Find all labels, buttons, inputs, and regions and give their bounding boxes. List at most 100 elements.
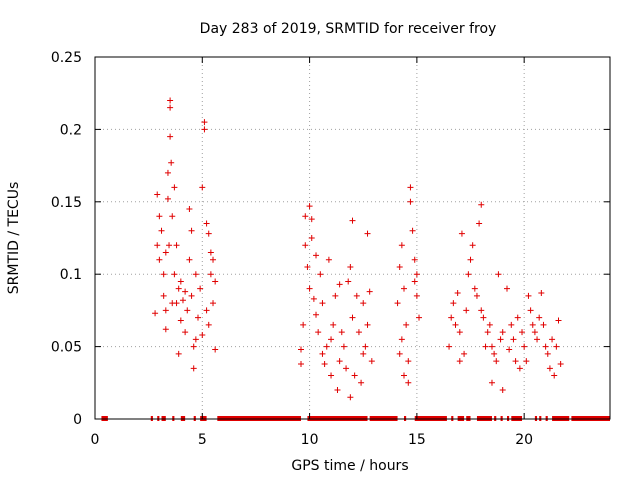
x-tick-label: 10 bbox=[301, 432, 319, 448]
x-axis-label: GPS time / hours bbox=[291, 458, 408, 474]
data-point bbox=[308, 235, 315, 241]
data-point bbox=[512, 358, 519, 365]
data-point bbox=[343, 365, 350, 372]
data-point bbox=[173, 300, 180, 307]
data-point bbox=[456, 358, 463, 365]
data-point bbox=[152, 310, 159, 317]
data-point bbox=[315, 329, 322, 336]
data-point bbox=[508, 321, 515, 328]
data-point bbox=[302, 213, 309, 220]
data-point bbox=[190, 365, 197, 372]
data-point bbox=[463, 307, 470, 314]
data-point bbox=[405, 379, 412, 386]
y-tick-label: 0.15 bbox=[51, 195, 82, 211]
data-point bbox=[409, 227, 416, 234]
data-point bbox=[398, 336, 405, 343]
data-point bbox=[482, 343, 489, 350]
data-point bbox=[465, 271, 472, 278]
data-point bbox=[358, 379, 365, 386]
data-point bbox=[162, 249, 169, 256]
data-point bbox=[199, 332, 206, 339]
data-point bbox=[188, 227, 195, 234]
data-point bbox=[167, 97, 174, 104]
data-point bbox=[201, 119, 208, 126]
y-axis-label: SRMTID / TECUs bbox=[6, 182, 22, 295]
data-point bbox=[195, 314, 201, 321]
data-point bbox=[544, 350, 551, 357]
data-point bbox=[473, 292, 480, 299]
data-point bbox=[542, 343, 549, 350]
data-point bbox=[488, 379, 495, 386]
data-point bbox=[156, 256, 163, 263]
data-point bbox=[321, 360, 328, 367]
data-point bbox=[471, 285, 478, 292]
data-point bbox=[553, 343, 560, 350]
data-point bbox=[336, 281, 343, 288]
data-point bbox=[403, 321, 410, 328]
data-point bbox=[175, 350, 182, 357]
data-point bbox=[212, 346, 219, 353]
data-point bbox=[534, 336, 541, 343]
data-point bbox=[302, 242, 309, 249]
data-point bbox=[154, 242, 161, 249]
data-point bbox=[169, 213, 176, 220]
data-point bbox=[168, 159, 175, 166]
data-point bbox=[171, 271, 178, 278]
data-point bbox=[450, 300, 457, 307]
data-point bbox=[184, 307, 191, 314]
data-point bbox=[540, 321, 547, 328]
data-point bbox=[207, 249, 214, 256]
data-point bbox=[551, 372, 558, 379]
data-point bbox=[197, 285, 204, 292]
data-point bbox=[484, 329, 491, 336]
data-point bbox=[164, 195, 171, 202]
x-tick-label: 15 bbox=[408, 432, 426, 448]
data-point bbox=[364, 230, 371, 237]
data-point bbox=[557, 360, 564, 367]
data-point bbox=[495, 271, 502, 278]
data-point bbox=[456, 329, 463, 336]
data-point bbox=[154, 191, 161, 198]
data-point bbox=[177, 278, 184, 285]
data-point bbox=[446, 343, 453, 350]
data-point bbox=[203, 307, 210, 314]
data-point bbox=[210, 256, 217, 263]
data-point bbox=[521, 343, 528, 350]
data-point bbox=[205, 321, 212, 328]
data-point bbox=[336, 358, 343, 365]
data-point bbox=[349, 314, 356, 321]
data-point bbox=[476, 220, 483, 227]
data-point bbox=[323, 343, 330, 350]
data-point bbox=[510, 336, 517, 343]
plot-frame bbox=[94, 56, 611, 420]
data-point bbox=[467, 256, 474, 263]
y-tick-label: 0.25 bbox=[51, 50, 82, 66]
data-point bbox=[362, 343, 369, 350]
data-point bbox=[353, 292, 360, 299]
data-point bbox=[538, 290, 545, 297]
data-point bbox=[364, 321, 371, 328]
data-point bbox=[504, 285, 510, 292]
x-tick-label: 5 bbox=[198, 432, 207, 448]
data-point bbox=[480, 314, 487, 321]
data-point bbox=[328, 372, 335, 379]
data-point bbox=[555, 317, 562, 324]
data-point bbox=[499, 329, 506, 336]
data-point bbox=[298, 346, 304, 353]
data-point bbox=[493, 358, 500, 365]
data-point bbox=[212, 278, 219, 285]
data-point bbox=[182, 288, 189, 295]
data-point bbox=[506, 346, 513, 353]
data-point bbox=[549, 336, 556, 343]
data-point bbox=[306, 285, 313, 292]
data-point bbox=[171, 184, 178, 191]
y-tick-label: 0 bbox=[73, 412, 82, 428]
data-point bbox=[192, 271, 199, 278]
data-point bbox=[478, 307, 485, 314]
data-point bbox=[413, 271, 420, 278]
data-point bbox=[488, 343, 495, 350]
data-point bbox=[536, 314, 543, 321]
data-point bbox=[368, 358, 375, 365]
data-point bbox=[300, 321, 307, 328]
